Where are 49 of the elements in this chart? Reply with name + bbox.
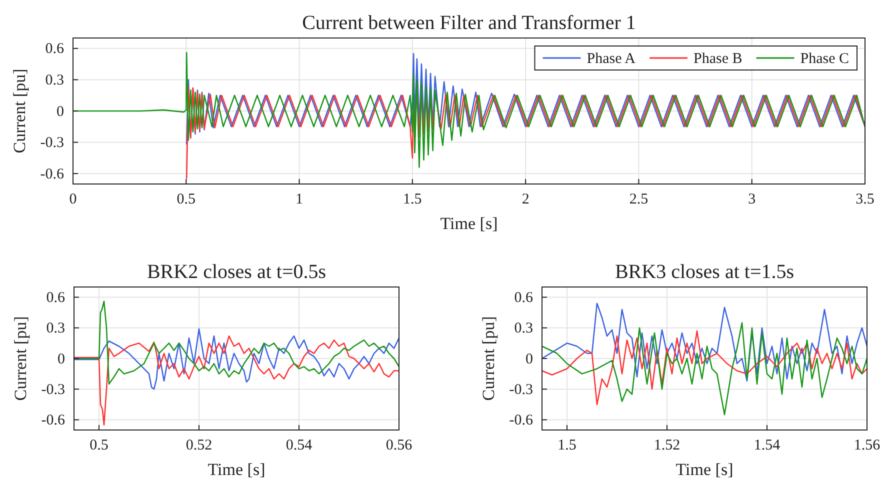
y-tick-label: 0.3 bbox=[514, 320, 533, 337]
x-tick-label: 2 bbox=[522, 192, 530, 208]
x-tick-label: 1.52 bbox=[654, 438, 680, 454]
y-tick-label: 0.3 bbox=[46, 320, 65, 337]
line-series bbox=[74, 328, 399, 390]
legend-label: Phase A bbox=[586, 51, 636, 67]
line-series bbox=[542, 330, 867, 406]
y-tick-label: 0 bbox=[526, 351, 533, 368]
y-tick-label: -0.3 bbox=[41, 382, 65, 398]
y-tick-label: 0 bbox=[56, 104, 64, 120]
y-tick-label: 0.6 bbox=[46, 290, 66, 306]
y-axis-title: Current [pu] bbox=[479, 316, 498, 401]
y-tick-label: 0 bbox=[58, 351, 65, 368]
y-tick-label: -0.3 bbox=[509, 382, 533, 398]
x-tick-label: 3.5 bbox=[856, 192, 874, 208]
x-tick-label: 1.5 bbox=[558, 438, 576, 454]
y-tick-label: 0.3 bbox=[45, 72, 64, 89]
x-tick-label: 1.54 bbox=[754, 438, 781, 454]
x-tick-label: 0.56 bbox=[386, 438, 413, 454]
x-tick-label: 1.56 bbox=[854, 438, 881, 454]
x-tick-label: 1.5 bbox=[403, 192, 422, 208]
x-tick-label: 0.54 bbox=[286, 438, 313, 454]
x-tick-label: 0 bbox=[69, 192, 77, 208]
line-series bbox=[74, 335, 399, 426]
x-axis-title: Time [s] bbox=[676, 460, 734, 479]
x-axis-title: Time [s] bbox=[208, 460, 266, 479]
y-tick-label: 0.6 bbox=[45, 41, 64, 58]
chart-title: BRK2 closes at t=0.5s bbox=[146, 261, 326, 283]
legend-label: Phase C bbox=[800, 51, 849, 67]
line-series bbox=[542, 322, 867, 416]
y-axis-title: Current [pu] bbox=[11, 316, 30, 401]
y-tick-label: -0.6 bbox=[40, 166, 64, 182]
x-tick-label: 0.52 bbox=[186, 438, 212, 454]
x-tick-label: 3 bbox=[748, 192, 756, 208]
line-series bbox=[186, 52, 865, 146]
y-axis-title: Current [pu] bbox=[10, 68, 29, 154]
y-tick-label: -0.6 bbox=[41, 412, 66, 429]
x-tick-label: 0.5 bbox=[90, 438, 108, 454]
legend-label: Phase B bbox=[694, 51, 742, 67]
y-tick-label: -0.6 bbox=[509, 412, 534, 429]
chart-title: Current between Filter and Transformer 1 bbox=[302, 12, 636, 34]
chart-title: BRK3 closes at t=1.5s bbox=[614, 261, 794, 283]
x-tick-label: 0.5 bbox=[176, 192, 196, 208]
line-series bbox=[542, 302, 867, 382]
x-tick-label: 1 bbox=[296, 192, 304, 208]
y-tick-label: -0.3 bbox=[40, 135, 64, 152]
x-axis-title: Time [s] bbox=[440, 214, 498, 233]
y-tick-label: 0.6 bbox=[514, 290, 534, 306]
x-tick-label: 2.5 bbox=[629, 192, 648, 208]
